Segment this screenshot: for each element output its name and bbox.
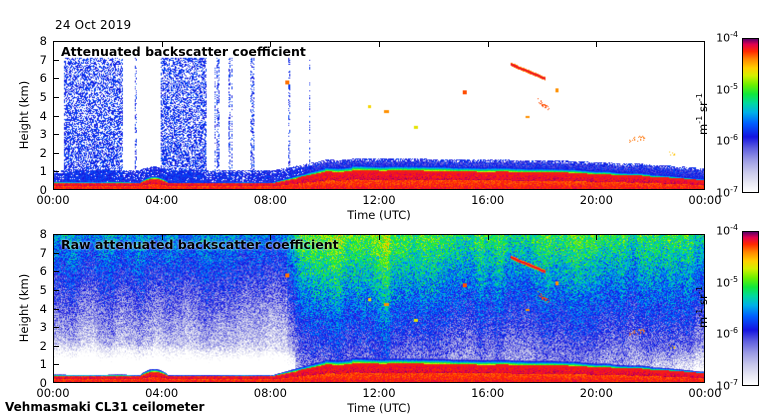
y-tick-label: 3	[39, 127, 47, 142]
colorbar-tick-label: 10-5	[716, 81, 738, 97]
colorbar-track	[742, 231, 759, 386]
y-tick-label: 8	[39, 227, 47, 241]
y-tick-mark	[54, 327, 59, 328]
y-tick-label: 1	[39, 164, 47, 179]
x-tick-label: 00:00	[688, 193, 722, 207]
x-tick-mark	[162, 42, 163, 47]
colorbar-gradient	[743, 39, 758, 192]
y-tick-label: 2	[39, 145, 47, 160]
y-tick-label: 3	[39, 320, 47, 335]
colorbar-tick-label: 10-6	[716, 326, 738, 341]
x-tick-label: 16:00	[471, 193, 505, 207]
y-tick-mark	[54, 364, 59, 365]
instrument-label: Vehmasmaki CL31 ceilometer	[5, 400, 205, 414]
y-tick-mark	[54, 309, 59, 310]
y-tick-label: 0	[39, 183, 47, 197]
colorbar-tick-label: 10-7	[716, 377, 738, 393]
x-tick-label: 20:00	[579, 386, 613, 400]
x-axis-title: Time (UTC)	[347, 208, 411, 222]
x-tick-mark	[162, 235, 163, 240]
y-tick-label: 7	[39, 52, 47, 67]
y-tick-mark	[54, 290, 59, 291]
colorbar-unit-label: m-1 sr-1	[694, 285, 710, 328]
colorbar-tick-label: 10-4	[716, 29, 738, 45]
y-tick-mark	[54, 116, 59, 117]
y-tick-mark	[54, 171, 59, 172]
y-axis-title: Height (km)	[17, 273, 31, 342]
panel-title-attenuated: Attenuated backscatter coefficient	[61, 44, 306, 59]
y-tick-label: 0	[39, 376, 47, 390]
heatmap-canvas-attenuated	[54, 42, 704, 189]
y-tick-label: 4	[39, 301, 47, 316]
x-tick-label: 16:00	[471, 386, 505, 400]
x-tick-mark	[270, 42, 271, 47]
colorbar-tick-label: 10-7	[716, 184, 738, 200]
heatmap-canvas-raw	[54, 235, 704, 382]
panel-attenuated-backscatter: Attenuated backscatter coefficient	[53, 41, 705, 190]
colorbar-tick-label: 10-6	[716, 133, 738, 148]
plot-area-attenuated[interactable]	[53, 41, 705, 190]
panel-raw-backscatter: Raw attenuated backscatter coefficient	[53, 234, 705, 383]
x-tick-mark	[596, 235, 597, 240]
x-axis-title: Time (UTC)	[347, 401, 411, 415]
colorbar-tick-label: 10-5	[716, 274, 738, 290]
x-tick-mark	[488, 235, 489, 240]
colorbar-tick-label: 10-4	[716, 222, 738, 238]
x-tick-label: 00:00	[36, 193, 70, 207]
y-tick-label: 2	[39, 338, 47, 353]
y-tick-mark	[54, 153, 59, 154]
y-tick-label: 1	[39, 357, 47, 372]
colorbar-unit-label: m-1 sr-1	[694, 92, 710, 135]
x-tick-mark	[379, 42, 380, 47]
x-tick-label: 00:00	[36, 386, 70, 400]
x-tick-label: 20:00	[579, 193, 613, 207]
y-tick-mark	[54, 97, 59, 98]
y-tick-label: 5	[39, 282, 47, 297]
y-tick-label: 8	[39, 34, 47, 48]
y-tick-mark	[54, 346, 59, 347]
y-tick-label: 7	[39, 245, 47, 260]
x-tick-mark	[596, 42, 597, 47]
x-tick-label: 04:00	[145, 386, 179, 400]
y-tick-mark	[54, 271, 59, 272]
y-tick-label: 4	[39, 108, 47, 123]
x-tick-label: 12:00	[362, 386, 396, 400]
x-tick-label: 12:00	[362, 193, 396, 207]
y-tick-mark	[54, 78, 59, 79]
y-tick-mark	[54, 60, 59, 61]
x-tick-label: 08:00	[253, 386, 287, 400]
x-tick-mark	[488, 42, 489, 47]
x-tick-mark	[379, 235, 380, 240]
y-axis-title: Height (km)	[17, 80, 31, 149]
y-tick-label: 6	[39, 264, 47, 279]
colorbar-gradient	[743, 232, 758, 385]
date-label: 24 Oct 2019	[55, 18, 132, 32]
x-tick-mark	[270, 235, 271, 240]
y-tick-label: 6	[39, 71, 47, 86]
y-tick-mark	[54, 134, 59, 135]
colorbar-track	[742, 38, 759, 193]
x-tick-label: 04:00	[145, 193, 179, 207]
panel-title-raw: Raw attenuated backscatter coefficient	[61, 237, 339, 252]
y-tick-mark	[54, 253, 59, 254]
x-tick-label: 08:00	[253, 193, 287, 207]
x-tick-label: 00:00	[688, 386, 722, 400]
plot-area-raw[interactable]	[53, 234, 705, 383]
y-tick-label: 5	[39, 89, 47, 104]
